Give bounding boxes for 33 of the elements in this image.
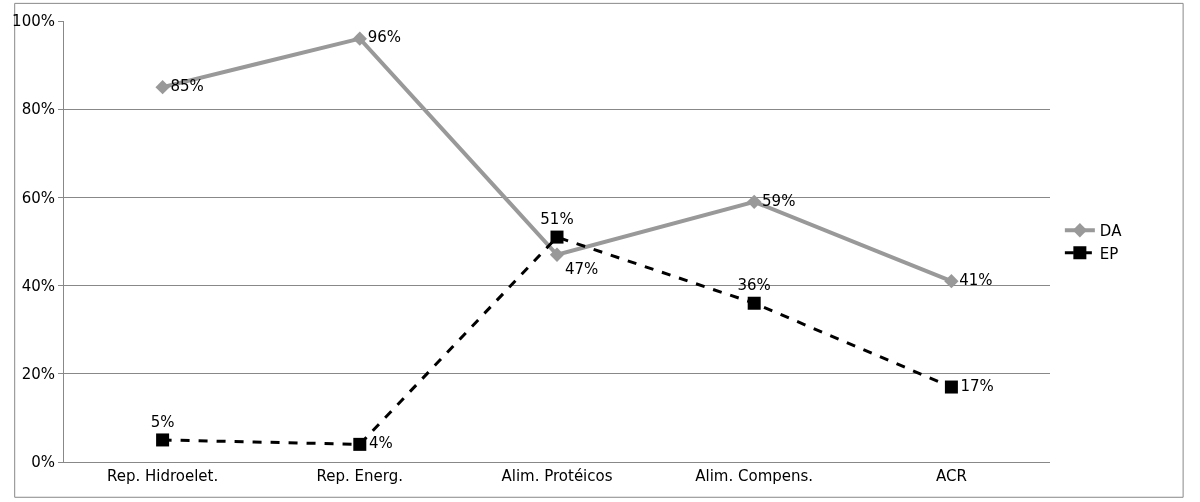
legend-label: DA bbox=[1099, 222, 1123, 241]
point bbox=[747, 194, 762, 209]
data-label: 41% bbox=[959, 270, 993, 289]
y-tick-label: 60% bbox=[21, 188, 55, 207]
data-label: 17% bbox=[960, 376, 994, 395]
x-tick-label: Rep. Hidroelet. bbox=[106, 467, 219, 485]
data-label: 4% bbox=[368, 434, 393, 453]
point bbox=[156, 433, 170, 447]
point bbox=[155, 80, 170, 95]
y-tick-label: 80% bbox=[21, 100, 55, 119]
x-tick-label: Alim. Protéicos bbox=[501, 467, 613, 485]
data-label: 85% bbox=[170, 76, 204, 95]
data-label: 96% bbox=[367, 28, 402, 47]
data-label: 51% bbox=[540, 210, 574, 229]
data-label: 36% bbox=[737, 276, 771, 295]
point bbox=[550, 230, 564, 244]
data-label: 47% bbox=[564, 259, 599, 278]
legend-label: EP bbox=[1099, 244, 1119, 263]
y-tick-label: 100% bbox=[12, 12, 55, 31]
point bbox=[352, 31, 367, 46]
x-tick-label: Alim. Compens. bbox=[695, 467, 814, 485]
x-tick-label: ACR bbox=[935, 467, 967, 485]
y-tick-label: 20% bbox=[21, 365, 55, 384]
point bbox=[747, 296, 761, 310]
y-tick-label: 40% bbox=[21, 276, 55, 295]
data-label: 5% bbox=[150, 413, 175, 432]
point bbox=[353, 437, 367, 451]
point bbox=[549, 247, 565, 262]
y-tick-label: 0% bbox=[31, 453, 55, 472]
point bbox=[944, 274, 959, 289]
point bbox=[944, 380, 958, 394]
data-label: 59% bbox=[762, 191, 796, 210]
x-tick-label: Rep. Energ. bbox=[316, 467, 404, 485]
